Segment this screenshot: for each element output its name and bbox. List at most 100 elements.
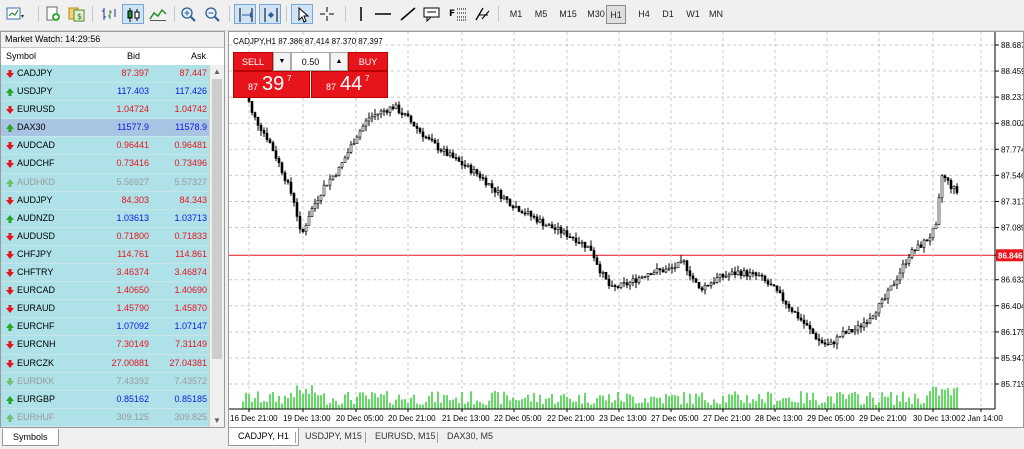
timeframe-h1[interactable]: H1 [606,5,626,24]
candle-body [823,342,827,345]
symbol-row-eurdkk[interactable]: EURDKK 7.43392 7.43572 [1,372,211,391]
buy-button[interactable]: BUY [348,52,388,71]
candle-body [535,216,539,223]
candle-body [388,106,392,113]
symbol-row-cadjpy[interactable]: CADJPY 87.397 87.447 [1,65,211,84]
symbol-row-eurczk[interactable]: EURCZK 27.00881 27.04381 [1,354,211,373]
symbol-row-audhkd[interactable]: AUDHKD 5.56927 5.57327 [1,173,211,192]
timeframe-m15[interactable]: M15 [559,9,577,19]
zoom-in-icon[interactable] [178,4,200,24]
trendline-icon[interactable] [397,4,419,24]
candle-body [322,184,326,196]
bar-chart-icon[interactable] [98,4,120,24]
candle-body [829,341,833,345]
volume-decrease-button[interactable]: ▼ [273,52,291,71]
candle-body [904,263,908,265]
timeframe-m1[interactable]: M1 [509,9,523,19]
candle-body [724,275,728,278]
price-tick-label: 86.175 [1001,328,1023,337]
time-tick-label: 2 Jan 14:00 [961,414,1003,423]
sell-button[interactable]: SELL [233,52,273,71]
candle-body [889,285,893,291]
symbol-name: AUDJPY [17,194,53,205]
chart-tab[interactable]: EURUSD, M15 [375,431,436,441]
symbol-row-chftry[interactable]: CHFTRY 3.46374 3.46874 [1,264,211,283]
candle-body [304,225,308,232]
objects-icon[interactable] [471,4,493,24]
autoscroll-icon[interactable] [259,4,281,24]
price-chart[interactable]: 88.687 88.459 88.231 88.002 87.774 87.546 87.3… [229,32,1023,427]
timeframe-w1[interactable]: W1 [686,9,700,19]
volume-increase-button[interactable]: ▲ [330,52,348,71]
crosshair-icon[interactable] [316,4,338,24]
price-tick-label: 87.546 [1001,171,1023,180]
timeframe-h4[interactable]: H4 [638,9,650,19]
scroll-down-icon[interactable]: ▼ [213,416,221,425]
chart-shift-icon[interactable] [234,4,256,24]
volume-input[interactable]: 0.50 [291,52,330,71]
symbol-row-euraud[interactable]: EURAUD 1.45790 1.45870 [1,300,211,319]
candle-body [700,287,704,291]
zoom-out-icon[interactable] [202,4,224,24]
fibonacci-icon[interactable]: F [447,4,469,24]
vertical-line-icon[interactable] [350,4,372,24]
sell-price-button[interactable]: 87 39 7 [233,71,310,98]
new-order-icon[interactable]: $ [66,4,88,24]
arrow-down-icon [6,142,14,151]
candle-body [268,139,272,143]
symbol-row-audjpy[interactable]: AUDJPY 84.303 84.343 [1,191,211,210]
horizontal-line-icon[interactable] [372,4,394,24]
candle-body [592,250,596,259]
buy-price-fraction: 7 [365,74,370,83]
bid-price: 0.73416 [116,158,149,169]
bid-column-header[interactable]: Bid [126,51,140,61]
chart-window[interactable]: 88.687 88.459 88.231 88.002 87.774 87.546 87.3… [228,31,1024,428]
symbol-row-audusd[interactable]: AUDUSD 0.71800 0.71833 [1,227,211,246]
candle-body [760,274,764,277]
new-chart-icon[interactable] [4,4,26,24]
symbols-tab[interactable]: Symbols [2,429,59,446]
symbol-row-chfjpy[interactable]: CHFJPY 114.761 114.861 [1,245,211,265]
scrollbar-thumb[interactable] [212,79,222,359]
timeframe-m30[interactable]: M30 [587,9,605,19]
symbol-row-audcad[interactable]: AUDCAD 0.96441 0.96481 [1,137,211,156]
candlestick-chart-icon[interactable] [122,4,144,24]
symbol-row-eurhuf[interactable]: EURHUF 309.125 309.825 [1,408,211,427]
profiles-icon[interactable] [42,4,64,24]
timeframe-d1[interactable]: D1 [662,9,674,19]
timeframe-mn[interactable]: MN [709,9,723,19]
candle-body [745,270,749,277]
scroll-up-icon[interactable]: ▲ [213,67,221,76]
symbol-row-eurjpy[interactable]: EURJPY 122.959 122.992 [1,426,211,427]
candle-body [580,241,584,244]
symbol-row-eurchf[interactable]: EURCHF 1.07092 1.07147 [1,318,211,337]
candle-body [316,199,320,205]
symbol-row-eurgbp[interactable]: EURGBP 0.85162 0.85185 [1,390,211,409]
buy-price-button[interactable]: 87 44 7 [311,71,388,98]
symbol-row-eurusd[interactable]: EURUSD 1.04724 1.04742 [1,101,211,120]
chart-tab[interactable]: DAX30, M5 [447,431,494,441]
ask-column-header[interactable]: Ask [190,51,206,61]
timeframe-m5[interactable]: M5 [534,9,548,19]
candle-body [328,178,332,186]
candle-body [622,282,626,285]
market-watch-scrollbar[interactable]: ▲ ▼ [209,65,224,427]
symbol-column-header[interactable]: Symbol [6,51,37,61]
symbol-row-audchf[interactable]: AUDCHF 0.73416 0.73496 [1,155,211,174]
candle-body [634,278,638,283]
candle-body [493,187,497,193]
symbol-row-audnzd[interactable]: AUDNZD 1.03613 1.03713 [1,209,211,228]
symbol-row-dax30[interactable]: DAX30 11577.9 11578.9 [1,119,211,138]
candle-body [367,117,371,122]
chart-tab[interactable]: USDJPY, M15 [305,431,362,441]
symbol-row-eurcad[interactable]: EURCAD 1.40650 1.40690 [1,282,211,301]
symbol-row-usdjpy[interactable]: USDJPY 117.403 117.426 [1,83,211,102]
line-chart-icon[interactable] [147,4,169,24]
cursor-icon[interactable] [291,4,313,24]
text-label-icon[interactable] [421,4,443,24]
chart-tab[interactable]: CADJPY, H1 [228,428,299,446]
candle-body [811,328,815,334]
symbol-row-eurcnh[interactable]: EURCNH 7.30149 7.31149 [1,336,211,355]
candle-body [865,322,869,324]
candle-body [427,136,431,140]
